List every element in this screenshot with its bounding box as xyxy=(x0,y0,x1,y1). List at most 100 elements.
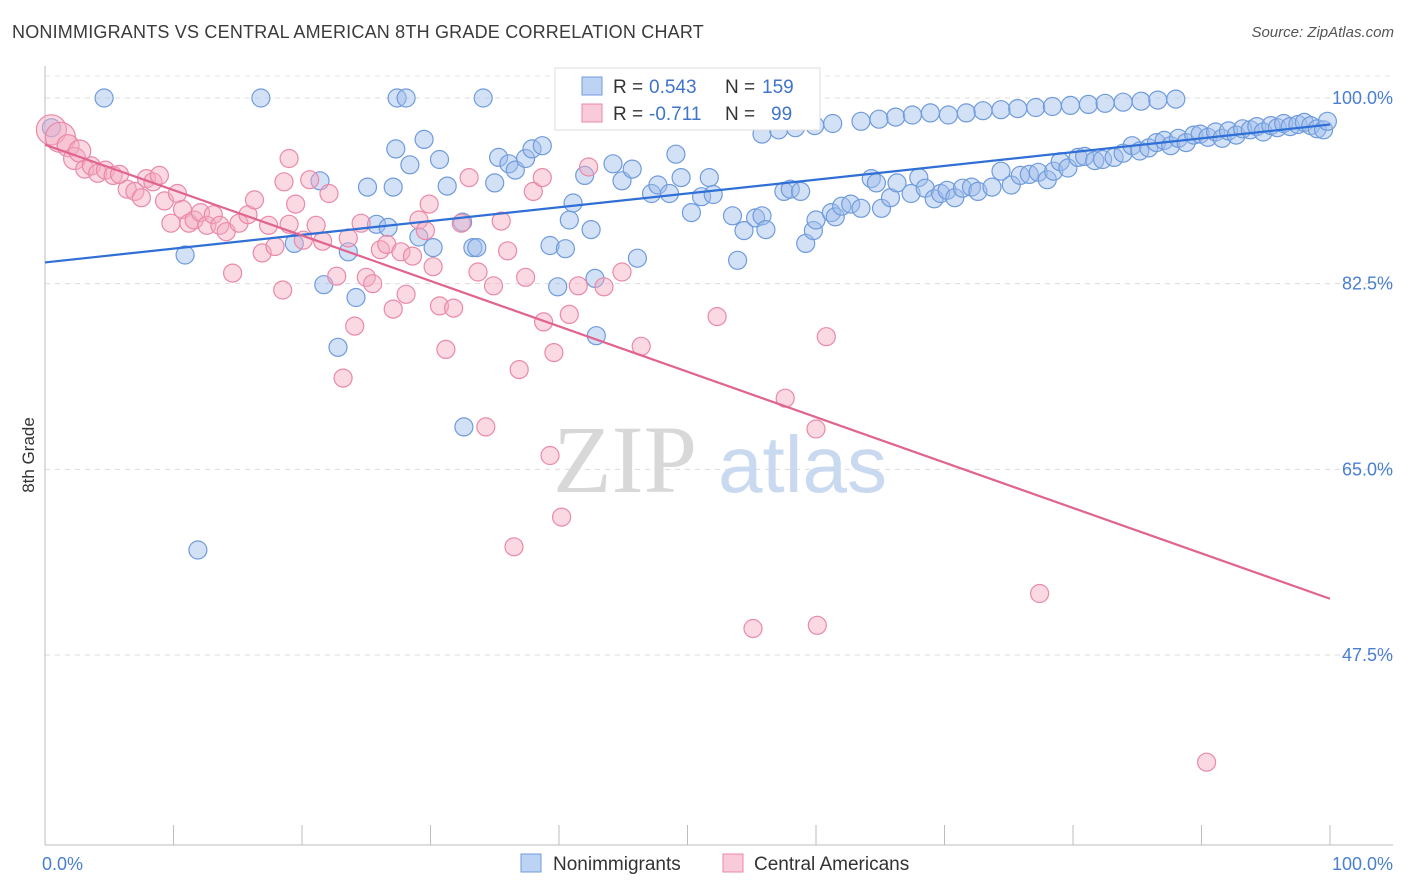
point-central-americans-16 xyxy=(149,165,169,185)
point-central-americans-39 xyxy=(300,170,320,190)
point-central-americans-66 xyxy=(483,276,504,296)
point-nonimmigrants-144 xyxy=(920,103,941,123)
legend-n-value-1: 159 xyxy=(762,77,794,98)
legend-bottom-label-central-americans: Central Americans xyxy=(754,854,909,875)
point-nonimmigrants-153 xyxy=(1078,94,1099,115)
point-nonimmigrants-59 xyxy=(727,250,748,270)
point-nonimmigrants-54 xyxy=(681,203,702,223)
point-nonimmigrants-57 xyxy=(703,184,723,205)
point-nonimmigrants-19 xyxy=(400,155,420,175)
point-nonimmigrants-154 xyxy=(1095,93,1115,113)
point-nonimmigrants-134 xyxy=(1317,111,1338,131)
point-central-americans-55 xyxy=(402,246,423,266)
point-nonimmigrants-80 xyxy=(901,183,921,204)
point-central-americans-88 xyxy=(807,615,827,635)
point-nonimmigrants-148 xyxy=(991,100,1011,120)
point-nonimmigrants-34 xyxy=(522,139,542,159)
point-nonimmigrants-147 xyxy=(973,101,993,121)
point-nonimmigrants-90 xyxy=(982,177,1002,197)
point-central-americans-49 xyxy=(363,274,383,294)
point-nonimmigrants-102 xyxy=(1085,151,1105,171)
point-central-americans-67 xyxy=(491,211,511,231)
point-central-americans-83 xyxy=(707,307,727,327)
point-central-americans-59 xyxy=(429,296,450,316)
legend-bottom-swatch-central-americans xyxy=(722,853,744,873)
point-central-americans-13 xyxy=(131,188,151,208)
point-nonimmigrants-152 xyxy=(1060,95,1081,116)
point-nonimmigrants-29 xyxy=(485,173,505,193)
y-tick-label-0: 100.0% xyxy=(1332,88,1393,108)
point-nonimmigrants-30 xyxy=(489,147,509,167)
point-nonimmigrants-141 xyxy=(869,109,889,129)
legend-n-label-2: N = xyxy=(725,104,755,125)
point-nonimmigrants-4 xyxy=(473,88,493,108)
point-central-americans-53 xyxy=(391,242,411,262)
point-nonimmigrants-158 xyxy=(1166,89,1186,109)
point-central-americans-87 xyxy=(743,618,763,639)
legend-swatch-nonimmigrants xyxy=(581,76,603,96)
point-central-americans-57 xyxy=(415,221,435,241)
legend-r-label-1: R = xyxy=(613,77,643,98)
point-nonimmigrants-48 xyxy=(627,248,648,268)
point-central-americans-11 xyxy=(117,179,137,199)
point-central-americans-28 xyxy=(223,263,243,283)
point-nonimmigrants-47 xyxy=(622,159,642,179)
point-nonimmigrants-140 xyxy=(851,111,871,131)
point-nonimmigrants-139 xyxy=(823,113,843,134)
point-nonimmigrants-33 xyxy=(515,148,536,169)
point-nonimmigrants-151 xyxy=(1042,96,1063,117)
point-central-americans-43 xyxy=(327,266,347,286)
trend-line-central-americans xyxy=(44,143,1331,600)
point-central-americans-80 xyxy=(594,277,614,297)
y-axis-title: 8th Grade xyxy=(19,417,38,493)
y-tick-label-3: 47.5% xyxy=(1342,645,1393,665)
y-tick-label-1: 82.5% xyxy=(1342,274,1393,294)
point-nonimmigrants-28 xyxy=(467,238,487,258)
point-nonimmigrants-56 xyxy=(699,168,719,188)
legend-r-value-2: -0.711 xyxy=(649,104,701,125)
point-nonimmigrants-1 xyxy=(251,88,271,108)
point-central-americans-45 xyxy=(338,228,358,248)
point-nonimmigrants-76 xyxy=(866,173,887,193)
point-nonimmigrants-69 xyxy=(806,210,826,230)
point-central-americans-52 xyxy=(383,299,403,319)
point-nonimmigrants-26 xyxy=(454,417,474,437)
y-tick-label-2: 65.0% xyxy=(1342,459,1393,479)
point-nonimmigrants-89 xyxy=(968,181,988,201)
chart-title: NONIMMIGRANTS VS CENTRAL AMERICAN 8TH GR… xyxy=(12,22,704,42)
axes xyxy=(44,66,1393,846)
point-nonimmigrants-13 xyxy=(346,287,366,308)
point-central-americans-74 xyxy=(540,445,560,466)
point-nonimmigrants-97 xyxy=(1044,161,1064,181)
point-nonimmigrants-6 xyxy=(175,245,195,265)
point-nonimmigrants-79 xyxy=(887,173,907,193)
point-central-americans-76 xyxy=(551,507,572,527)
point-nonimmigrants-38 xyxy=(555,239,576,259)
legend-n-value-2: 99 xyxy=(771,104,792,125)
point-central-americans-93 xyxy=(532,168,552,188)
point-central-americans-81 xyxy=(612,262,632,282)
legend-n-label-1: N = xyxy=(725,77,755,98)
point-nonimmigrants-11 xyxy=(328,337,348,357)
point-nonimmigrants-71 xyxy=(825,207,845,227)
point-central-americans-72 xyxy=(523,181,543,201)
point-nonimmigrants-118 xyxy=(1212,128,1232,148)
point-central-americans-56 xyxy=(409,210,429,230)
point-central-americans-42 xyxy=(319,183,339,204)
point-nonimmigrants-0 xyxy=(94,88,114,108)
point-nonimmigrants-7 xyxy=(188,540,208,560)
point-central-americans-64 xyxy=(468,262,488,282)
point-central-americans-75 xyxy=(544,343,564,363)
point-nonimmigrants-24 xyxy=(437,176,457,196)
point-nonimmigrants-35 xyxy=(532,136,552,156)
point-nonimmigrants-149 xyxy=(1008,98,1028,119)
point-central-americans-34 xyxy=(265,236,285,257)
point-central-americans-50 xyxy=(370,240,390,260)
point-nonimmigrants-66 xyxy=(790,181,811,201)
legend-bottom-label-nonimmigrants: Nonimmigrants xyxy=(553,854,681,875)
point-nonimmigrants-40 xyxy=(563,193,583,213)
point-nonimmigrants-42 xyxy=(581,220,601,240)
point-central-americans-37 xyxy=(286,194,306,214)
point-central-americans-31 xyxy=(244,190,265,210)
